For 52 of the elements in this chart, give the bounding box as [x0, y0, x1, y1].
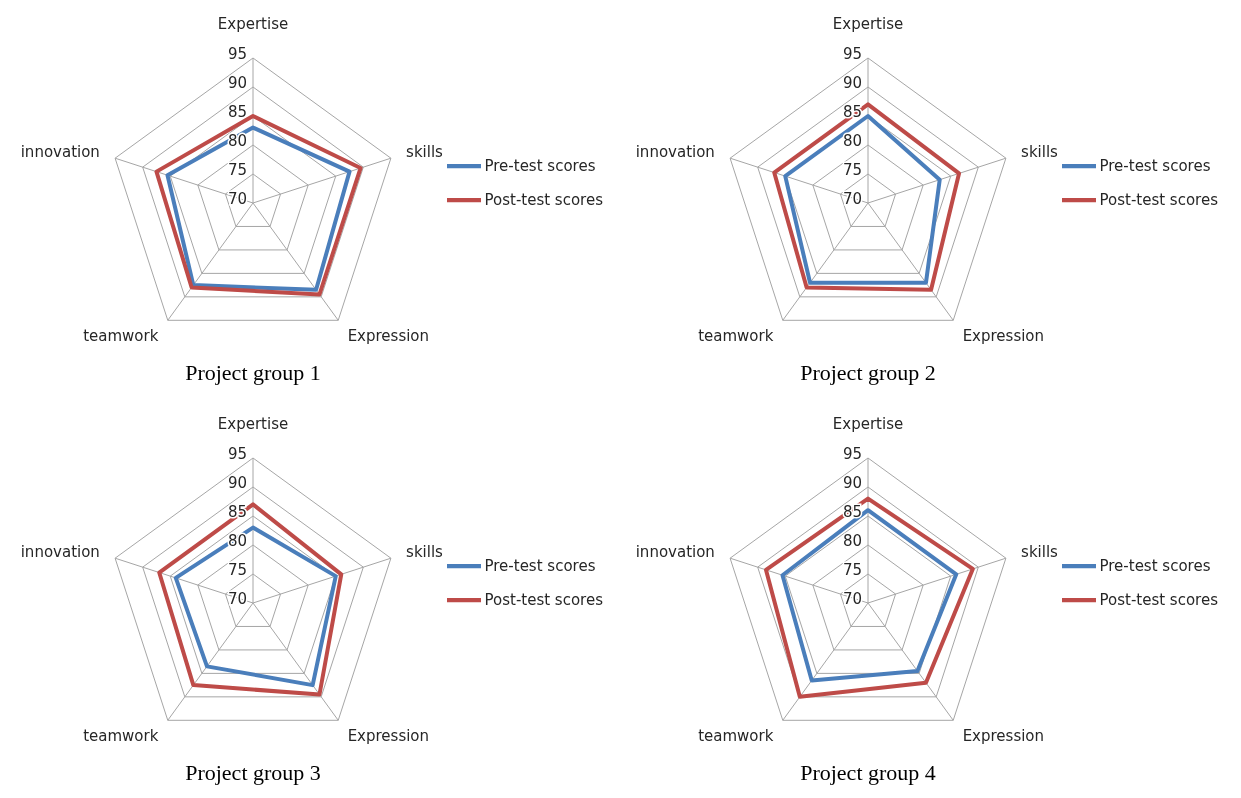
spoke-label: Expertise: [217, 415, 289, 433]
y-tick-label: 90: [227, 474, 247, 492]
y-tick-label: 95: [227, 45, 247, 63]
spoke-label: teamwork: [83, 727, 159, 746]
y-tick-label: 95: [842, 45, 862, 63]
legend-label: Post-test scores: [484, 190, 603, 209]
legend-label: Pre-test scores: [484, 556, 596, 575]
text: Project group 3: [184, 760, 322, 786]
y-tick-label: 75: [227, 561, 247, 579]
legend-label: Post-test scores: [484, 590, 603, 609]
spoke-label: skills: [406, 143, 444, 162]
spoke-label: skills: [1021, 143, 1059, 162]
y-tick-label: 70: [227, 190, 247, 208]
spoke-label: innovation: [20, 143, 100, 162]
legend-label: Pre-test scores: [484, 156, 596, 175]
legend-label: Pre-test scores: [1099, 556, 1211, 575]
y-tick-label: 80: [842, 132, 862, 150]
y-tick-label: 95: [842, 445, 862, 463]
spoke-label: teamwork: [698, 727, 774, 746]
spoke-label: Expression: [347, 327, 430, 346]
spoke-label: Expression: [962, 727, 1045, 746]
y-tick-label: 80: [842, 532, 862, 550]
text: Project group 1: [184, 360, 322, 386]
spoke-label: innovation: [20, 543, 100, 562]
spoke-label: teamwork: [83, 327, 159, 346]
spoke-label: Expertise: [832, 15, 904, 33]
spoke-label: innovation: [635, 543, 715, 562]
y-tick-label: 70: [842, 590, 862, 608]
spoke-label: Expression: [347, 727, 430, 746]
legend-label: Post-test scores: [1099, 590, 1218, 609]
spoke-label: skills: [406, 543, 444, 562]
y-tick-label: 90: [227, 74, 247, 92]
legend-label: Pre-test scores: [1099, 156, 1211, 175]
y-tick-label: 70: [842, 190, 862, 208]
spoke-label: teamwork: [698, 327, 774, 346]
text: Project group 4: [799, 760, 937, 786]
text: Project group 2: [799, 360, 937, 386]
spoke-label: skills: [1021, 543, 1059, 562]
y-tick-label: 75: [842, 161, 862, 179]
y-tick-label: 75: [227, 161, 247, 179]
y-tick-label: 80: [227, 132, 247, 150]
y-tick-label: 90: [842, 474, 862, 492]
y-tick-label: 95: [227, 445, 247, 463]
y-tick-label: 90: [842, 74, 862, 92]
spoke-label: innovation: [635, 143, 715, 162]
spoke-label: Expertise: [832, 415, 904, 433]
legend-label: Post-test scores: [1099, 190, 1218, 209]
spoke-label: Expression: [962, 327, 1045, 346]
y-tick-label: 75: [842, 561, 862, 579]
y-tick-label: 85: [227, 103, 247, 121]
y-tick-label: 70: [227, 590, 247, 608]
spoke-label: Expertise: [217, 15, 289, 33]
